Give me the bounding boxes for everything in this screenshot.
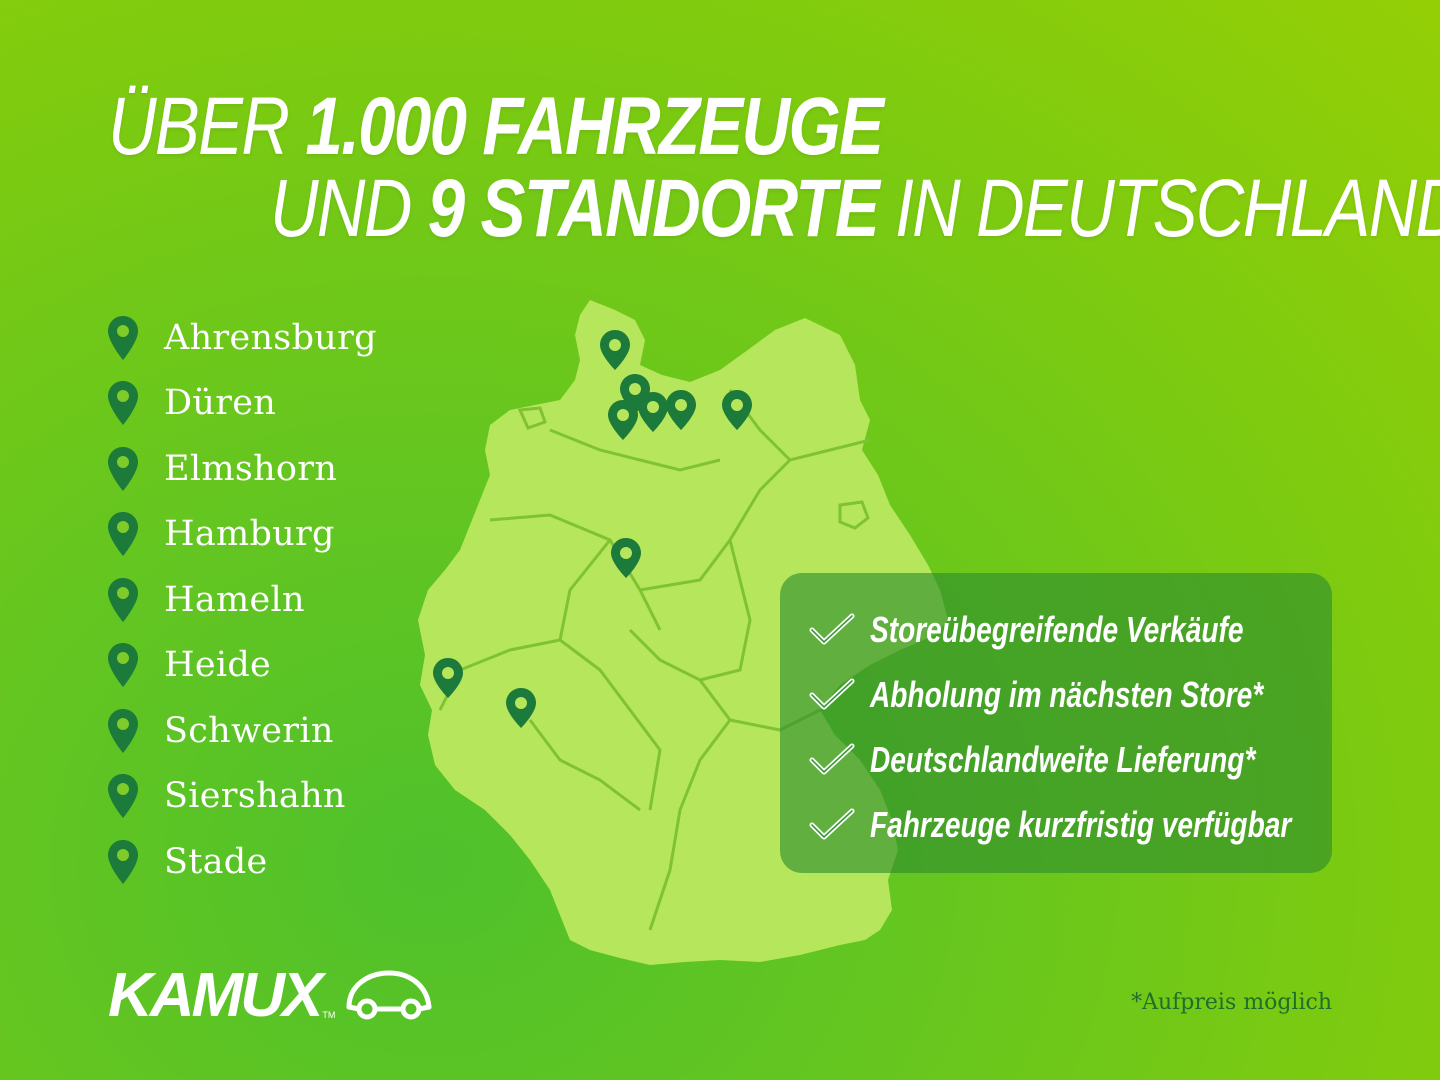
feature-item: Deutschlandweite Lieferung* xyxy=(808,727,1410,792)
berlin-border xyxy=(838,500,870,530)
features-panel: Storeübegreifende Verkäufe Abholung im n… xyxy=(780,573,1332,873)
location-name: Heide xyxy=(164,645,272,686)
headline-country: IN DEUTSCHLAND xyxy=(895,163,1440,254)
bremen-border xyxy=(517,406,547,430)
location-name: Schwerin xyxy=(164,710,334,751)
headline-line-2: UND 9 STANDORTE IN DEUTSCHLAND xyxy=(270,168,1440,250)
map-pin-icon xyxy=(108,708,138,753)
feature-text: Storeübegreifende Verkäufe xyxy=(870,608,1244,650)
location-item: Elmshorn xyxy=(106,436,426,502)
location-name: Hameln xyxy=(164,579,305,620)
map-pin-icon xyxy=(108,512,138,557)
map-pin-icon xyxy=(108,839,138,884)
map-pin-icon xyxy=(108,315,138,360)
location-item: Heide xyxy=(106,633,426,699)
headline: ÜBER 1.000 FAHRZEUGE UND 9 STANDORTE IN … xyxy=(0,0,1440,260)
checkmark-icon xyxy=(809,678,855,709)
map-pin-icon xyxy=(506,688,536,728)
feature-list: Storeübegreifende Verkäufe Abholung im n… xyxy=(808,597,1410,857)
car-outline-icon xyxy=(346,970,432,1020)
location-name: Ahrensburg xyxy=(164,317,377,358)
map-pin-icon xyxy=(638,392,668,432)
location-list: Ahrensburg Düren Elmshorn Hamburg Hameln… xyxy=(106,305,426,895)
location-item: Hamburg xyxy=(106,502,426,568)
feature-text: Abholung im nächsten Store* xyxy=(870,673,1264,715)
logo-wordmark: KAMUX xyxy=(108,960,323,1030)
location-name: Düren xyxy=(164,383,277,424)
location-item: Hameln xyxy=(106,567,426,633)
headline-locations: 9 STANDORTE xyxy=(427,163,880,254)
feature-item: Abholung im nächsten Store* xyxy=(808,662,1410,727)
map-pin-icon xyxy=(608,400,638,440)
location-item: Düren xyxy=(106,371,426,437)
location-item: Schwerin xyxy=(106,698,426,764)
location-item: Stade xyxy=(106,829,426,895)
location-item: Ahrensburg xyxy=(106,305,426,371)
location-name: Hamburg xyxy=(164,514,335,555)
checkmark-icon xyxy=(809,743,855,774)
headline-line-1: ÜBER 1.000 FAHRZEUGE xyxy=(108,86,884,168)
map-pin-icon xyxy=(108,446,138,491)
location-item: Siershahn xyxy=(106,764,426,830)
state-borders xyxy=(438,389,871,931)
checkmark-icon xyxy=(809,613,855,644)
logo-trademark: TM xyxy=(322,1010,336,1020)
headline-und: UND xyxy=(270,163,412,254)
feature-item: Fahrzeuge kurzfristig verfügbar xyxy=(808,792,1410,857)
map-pin-icon xyxy=(108,577,138,622)
location-name: Stade xyxy=(164,841,268,882)
map-pin-icon xyxy=(666,390,696,430)
feature-text: Deutschlandweite Lieferung* xyxy=(870,738,1256,780)
location-name: Elmshorn xyxy=(164,448,338,489)
feature-item: Storeübegreifende Verkäufe xyxy=(808,597,1410,662)
map-pin-icon xyxy=(108,774,138,819)
headline-vehicles: 1.000 FAHRZEUGE xyxy=(305,81,884,172)
checkmark-icon xyxy=(809,808,855,839)
map-pins xyxy=(433,330,752,728)
kamux-logo: KAMUX TM xyxy=(108,960,436,1030)
map-pin-icon xyxy=(108,381,138,426)
footnote: *Aufpreis möglich xyxy=(1131,990,1332,1015)
map-pin-icon xyxy=(600,330,630,370)
map-pin-icon xyxy=(722,390,752,430)
feature-text: Fahrzeuge kurzfristig verfügbar xyxy=(870,803,1292,845)
map-pin-icon xyxy=(108,643,138,688)
headline-prefix: ÜBER xyxy=(108,81,290,172)
map-pin-icon xyxy=(611,538,641,578)
location-name: Siershahn xyxy=(164,776,346,817)
map-pin-icon xyxy=(433,658,463,698)
